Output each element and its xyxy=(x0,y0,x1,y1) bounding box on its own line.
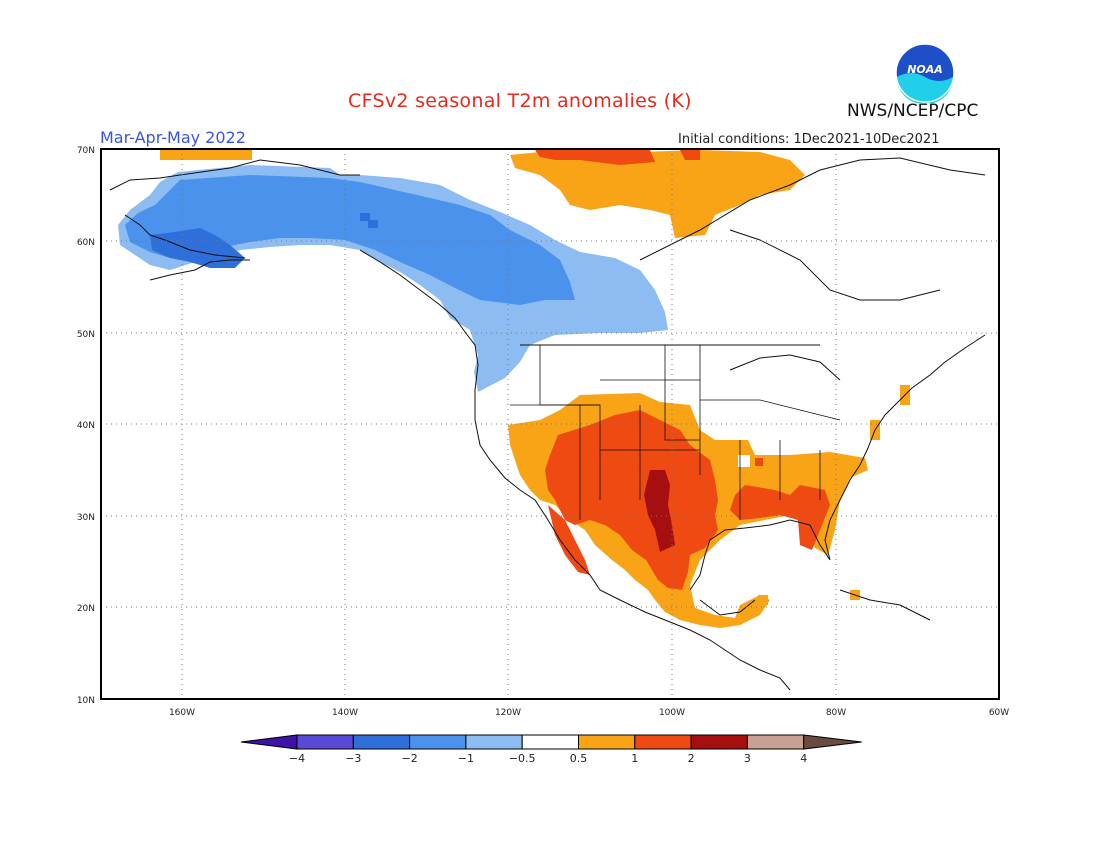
state-borders xyxy=(510,345,841,520)
season-label: Mar-Apr-May 2022 xyxy=(100,128,246,147)
colorbar-segment xyxy=(746,734,805,750)
colorbar-segment xyxy=(521,734,580,750)
initial-conditions-label: Initial conditions: 1Dec2021-10Dec2021 xyxy=(678,132,940,147)
anomaly-dark-blue-area xyxy=(150,228,245,268)
colorbar-tick-label: 1 xyxy=(631,752,638,765)
lat-label: 40N xyxy=(77,421,95,431)
lat-label: 30N xyxy=(77,513,95,523)
colorbar-tick-label: 0.5 xyxy=(570,752,588,765)
coastlines xyxy=(109,157,986,691)
lon-label: 120W xyxy=(495,708,521,718)
colorbar-tick-label: 3 xyxy=(744,752,751,765)
map-frame xyxy=(100,148,1000,700)
colorbar-arrow-low xyxy=(240,734,298,750)
colorbar-tick-label: 4 xyxy=(800,752,807,765)
lon-label: 100W xyxy=(659,708,685,718)
lon-label: 60W xyxy=(989,708,1009,718)
lon-label: 160W xyxy=(169,708,195,718)
noaa-logo: NOAA xyxy=(895,43,955,103)
longitude-axis: 160W 140W 120W 100W 80W 60W xyxy=(169,708,1009,718)
colorbar-tick-label: −4 xyxy=(289,752,305,765)
colorbar-tick-label: −1 xyxy=(458,752,474,765)
colorbar-tick-label: 2 xyxy=(688,752,695,765)
colorbar-segment xyxy=(634,734,692,750)
warm-anomaly-region xyxy=(160,150,910,628)
lat-label: 60N xyxy=(77,238,95,248)
cold-anomaly-region xyxy=(118,165,668,392)
colorbar-tick-label: −0.5 xyxy=(509,752,536,765)
chart-title: CFSv2 seasonal T2m anomalies (K) xyxy=(348,90,692,112)
lon-label: 140W xyxy=(332,708,358,718)
colorbar-segment xyxy=(578,734,636,750)
colorbar-segment xyxy=(690,734,748,750)
colorbar-segment xyxy=(409,734,467,750)
svg-text:NOAA: NOAA xyxy=(907,63,943,76)
anomaly-medium-blue-area xyxy=(125,175,575,305)
colorbar-segment xyxy=(296,734,354,750)
lat-label: 20N xyxy=(77,604,95,614)
colorbar-arrow-high xyxy=(803,734,862,750)
lat-label: 70N xyxy=(77,146,95,156)
lat-label: 50N xyxy=(77,330,95,340)
colorbar-segment xyxy=(352,734,411,750)
colorbar-tick-label: −2 xyxy=(401,752,417,765)
agency-label: NWS/NCEP/CPC xyxy=(847,101,979,121)
colorbar: −4 −3 −2 −1 −0.5 0.5 1 2 3 4 xyxy=(240,734,862,765)
lon-label: 80W xyxy=(826,708,846,718)
latitude-axis: 70N 60N 50N 40N 30N 20N 10N xyxy=(77,146,95,706)
map-gridlines xyxy=(101,149,999,699)
colorbar-segment xyxy=(465,734,523,750)
colorbar-tick-label: −3 xyxy=(345,752,361,765)
lat-label: 10N xyxy=(77,696,95,706)
